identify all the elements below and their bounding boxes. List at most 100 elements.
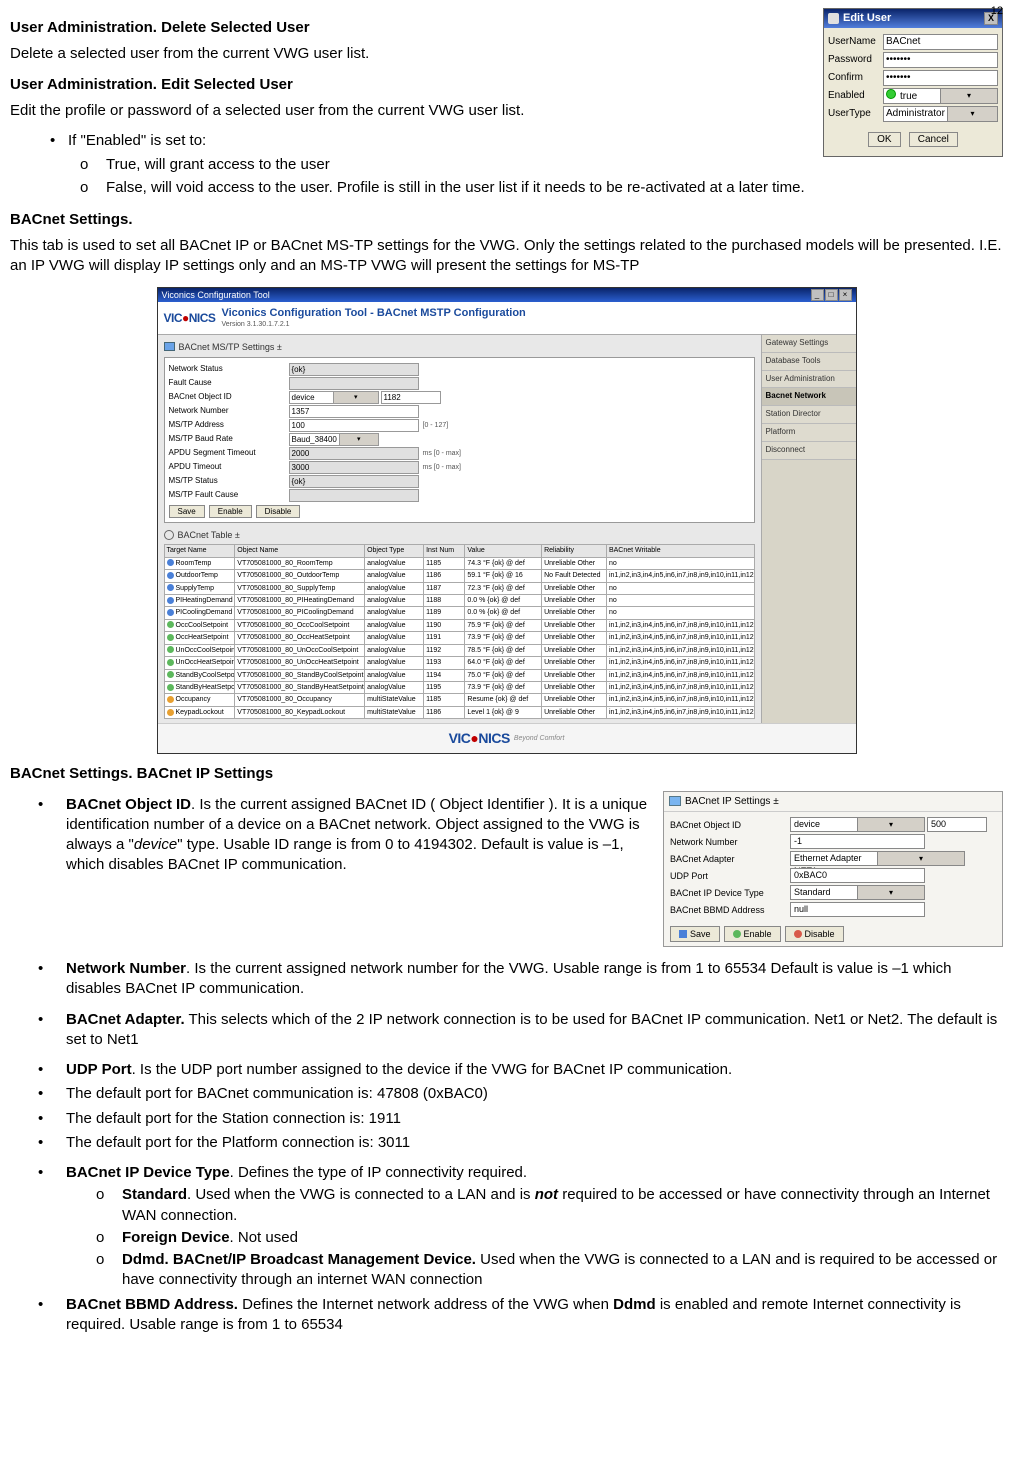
ip-bbmd-field[interactable]: null	[790, 902, 925, 917]
row-icon	[167, 572, 174, 579]
chevron-down-icon[interactable]: ▾	[857, 886, 924, 899]
chevron-down-icon[interactable]: ▾	[947, 107, 997, 121]
fault-cause-field	[289, 377, 419, 390]
table-row[interactable]: KeypadLockoutVT705081000_80_KeypadLockou…	[164, 706, 754, 718]
sidebar-item[interactable]: Bacnet Network	[762, 388, 856, 406]
table-row[interactable]: UnOccCoolSetpointVT705081000_80_UnOccCoo…	[164, 644, 754, 656]
table-row[interactable]: StandByCoolSetpointVT705081000_80_StandB…	[164, 669, 754, 681]
table-body: RoomTempVT705081000_80_RoomTempanalogVal…	[164, 557, 754, 719]
chevron-down-icon[interactable]: ▾	[857, 818, 924, 831]
close-icon[interactable]: ×	[839, 289, 852, 301]
row-icon	[167, 609, 174, 616]
window-controls: _ □ ×	[810, 289, 852, 301]
table-row[interactable]: OutdoorTempVT705081000_80_OutdoorTempana…	[164, 570, 754, 582]
ip-devtype-combo[interactable]: Standard▾	[790, 885, 925, 900]
viconics-footer: VIC●NICS Beyond Comfort	[158, 723, 856, 753]
apdu-seg-field: 2000	[289, 447, 419, 460]
bacnet-settings-body: This tab is used to set all BACnet IP or…	[10, 236, 1003, 277]
panel-icon	[164, 342, 175, 351]
table-row[interactable]: PICoolingDemandVT705081000_80_PICoolingD…	[164, 607, 754, 619]
table-row[interactable]: OccCoolSetpointVT705081000_80_OccCoolSet…	[164, 619, 754, 631]
object-id-field[interactable]: 1182	[381, 391, 441, 404]
password-label: Password	[828, 53, 883, 67]
usertype-combo[interactable]: Administrator ▾	[883, 106, 998, 122]
usertype-label: UserType	[828, 107, 883, 121]
viconics-sidebar: Gateway SettingsDatabase ToolsUser Admin…	[761, 335, 856, 723]
sidebar-item[interactable]: Platform	[762, 424, 856, 442]
adapter-text: This selects which of the 2 IP network c…	[66, 1011, 997, 1048]
enabled-row: Enabled true ▾	[828, 88, 998, 104]
confirm-input[interactable]: •••••••	[883, 70, 998, 86]
apdu-to-field: 3000	[289, 461, 419, 474]
ip-udp-field[interactable]: 0xBAC0	[790, 868, 925, 883]
sidebar-item[interactable]: Disconnect	[762, 442, 856, 460]
chevron-down-icon[interactable]: ▾	[339, 434, 378, 445]
sidebar-item[interactable]: Station Director	[762, 406, 856, 424]
viconics-footer-logo: VIC●NICS	[449, 729, 510, 748]
adapter-bullet: BACnet Adapter. This selects which of th…	[38, 1010, 1003, 1051]
mstp-title-text: BACnet MS/TP Settings ±	[179, 341, 282, 353]
sidebar-item[interactable]: Database Tools	[762, 353, 856, 371]
row-icon	[167, 709, 174, 716]
row-icon	[167, 559, 174, 566]
disable-button[interactable]: Disable	[256, 505, 301, 518]
std-not: not	[535, 1186, 558, 1203]
table-row[interactable]: StandByHeatSetpointVT705081000_80_StandB…	[164, 682, 754, 694]
chevron-down-icon[interactable]: ▾	[333, 392, 378, 403]
default-platform-port: The default port for the Platform connec…	[38, 1133, 1003, 1153]
enable-button[interactable]: Enable	[209, 505, 252, 518]
network-number-field[interactable]: 1357	[289, 405, 419, 418]
table-row[interactable]: OccHeatSetpointVT705081000_80_OccHeatSet…	[164, 632, 754, 644]
standard-option: Standard. Used when the VWG is connected…	[96, 1185, 1003, 1226]
devtype-text: . Defines the type of IP connectivity re…	[230, 1164, 527, 1181]
maximize-icon[interactable]: □	[825, 289, 838, 301]
ip-bullets-2: Network Number. Is the current assigned …	[10, 959, 1003, 1335]
save-button[interactable]: Save	[670, 926, 720, 942]
ip-netnum-field[interactable]: -1	[790, 834, 925, 849]
disable-button[interactable]: Disable	[785, 926, 844, 942]
std-label: Standard	[122, 1186, 187, 1203]
mstp-panel-title: BACnet MS/TP Settings ±	[164, 341, 755, 353]
ip-bullets: BACnet Object ID. Is the current assigne…	[10, 791, 649, 886]
table-row[interactable]: UnOccHeatSetpointVT705081000_80_UnOccHea…	[164, 657, 754, 669]
udp-text: . Is the UDP port number assigned to the…	[132, 1061, 733, 1078]
baud-combo[interactable]: Baud_38400▾	[289, 433, 379, 446]
ip-object-id-type[interactable]: device▾	[790, 817, 925, 832]
viconics-body: BACnet MS/TP Settings ± Network Status{o…	[158, 335, 856, 723]
page-number: 12	[991, 4, 1003, 19]
mstp-addr-field[interactable]: 100	[289, 419, 419, 432]
apdu-to-hint: ms [0 - max]	[423, 463, 462, 472]
row-icon	[167, 646, 174, 653]
sidebar-item[interactable]: Gateway Settings	[762, 335, 856, 353]
table-row[interactable]: SupplyTempVT705081000_80_SupplyTempanalo…	[164, 582, 754, 594]
std-text1: . Used when the VWG is connected to a LA…	[187, 1186, 535, 1203]
logo-right: NICS	[478, 730, 509, 746]
disable-label: Disable	[805, 929, 835, 939]
enable-button[interactable]: Enable	[724, 926, 781, 942]
enabled-combo[interactable]: true ▾	[883, 88, 998, 104]
adapter-label: BACnet Adapter.	[66, 1011, 185, 1028]
chevron-down-icon[interactable]: ▾	[940, 89, 997, 103]
mstp-status-field: {ok}	[289, 475, 419, 488]
username-input[interactable]: BACnet	[883, 34, 998, 50]
minimize-icon[interactable]: _	[811, 289, 824, 301]
java-icon	[828, 13, 839, 24]
table-row[interactable]: OccupancyVT705081000_80_OccupancymultiSt…	[164, 694, 754, 706]
ip-settings-body: BACnet Object IDdevice▾500 Network Numbe…	[664, 812, 1002, 922]
save-button[interactable]: Save	[169, 505, 205, 518]
mstp-addr-label: MS/TP Address	[169, 420, 289, 431]
ip-object-id-field[interactable]: 500	[927, 817, 987, 832]
object-id-type[interactable]: device▾	[289, 391, 379, 404]
enable-label: Enable	[744, 929, 772, 939]
row-icon	[167, 634, 174, 641]
table-row[interactable]: RoomTempVT705081000_80_RoomTempanalogVal…	[164, 557, 754, 569]
sidebar-item[interactable]: User Administration	[762, 371, 856, 389]
ip-adapter-combo[interactable]: Ethernet Adapter NET1▾	[790, 851, 965, 866]
table-header: Target Name	[164, 545, 235, 557]
object-id-em: device	[134, 836, 177, 853]
password-input[interactable]: •••••••	[883, 52, 998, 68]
object-id-type-value: device	[290, 392, 334, 403]
table-row[interactable]: PIHeatingDemandVT705081000_80_PIHeatingD…	[164, 594, 754, 606]
chevron-down-icon[interactable]: ▾	[877, 852, 964, 865]
network-number-label: Network Number	[169, 406, 289, 417]
